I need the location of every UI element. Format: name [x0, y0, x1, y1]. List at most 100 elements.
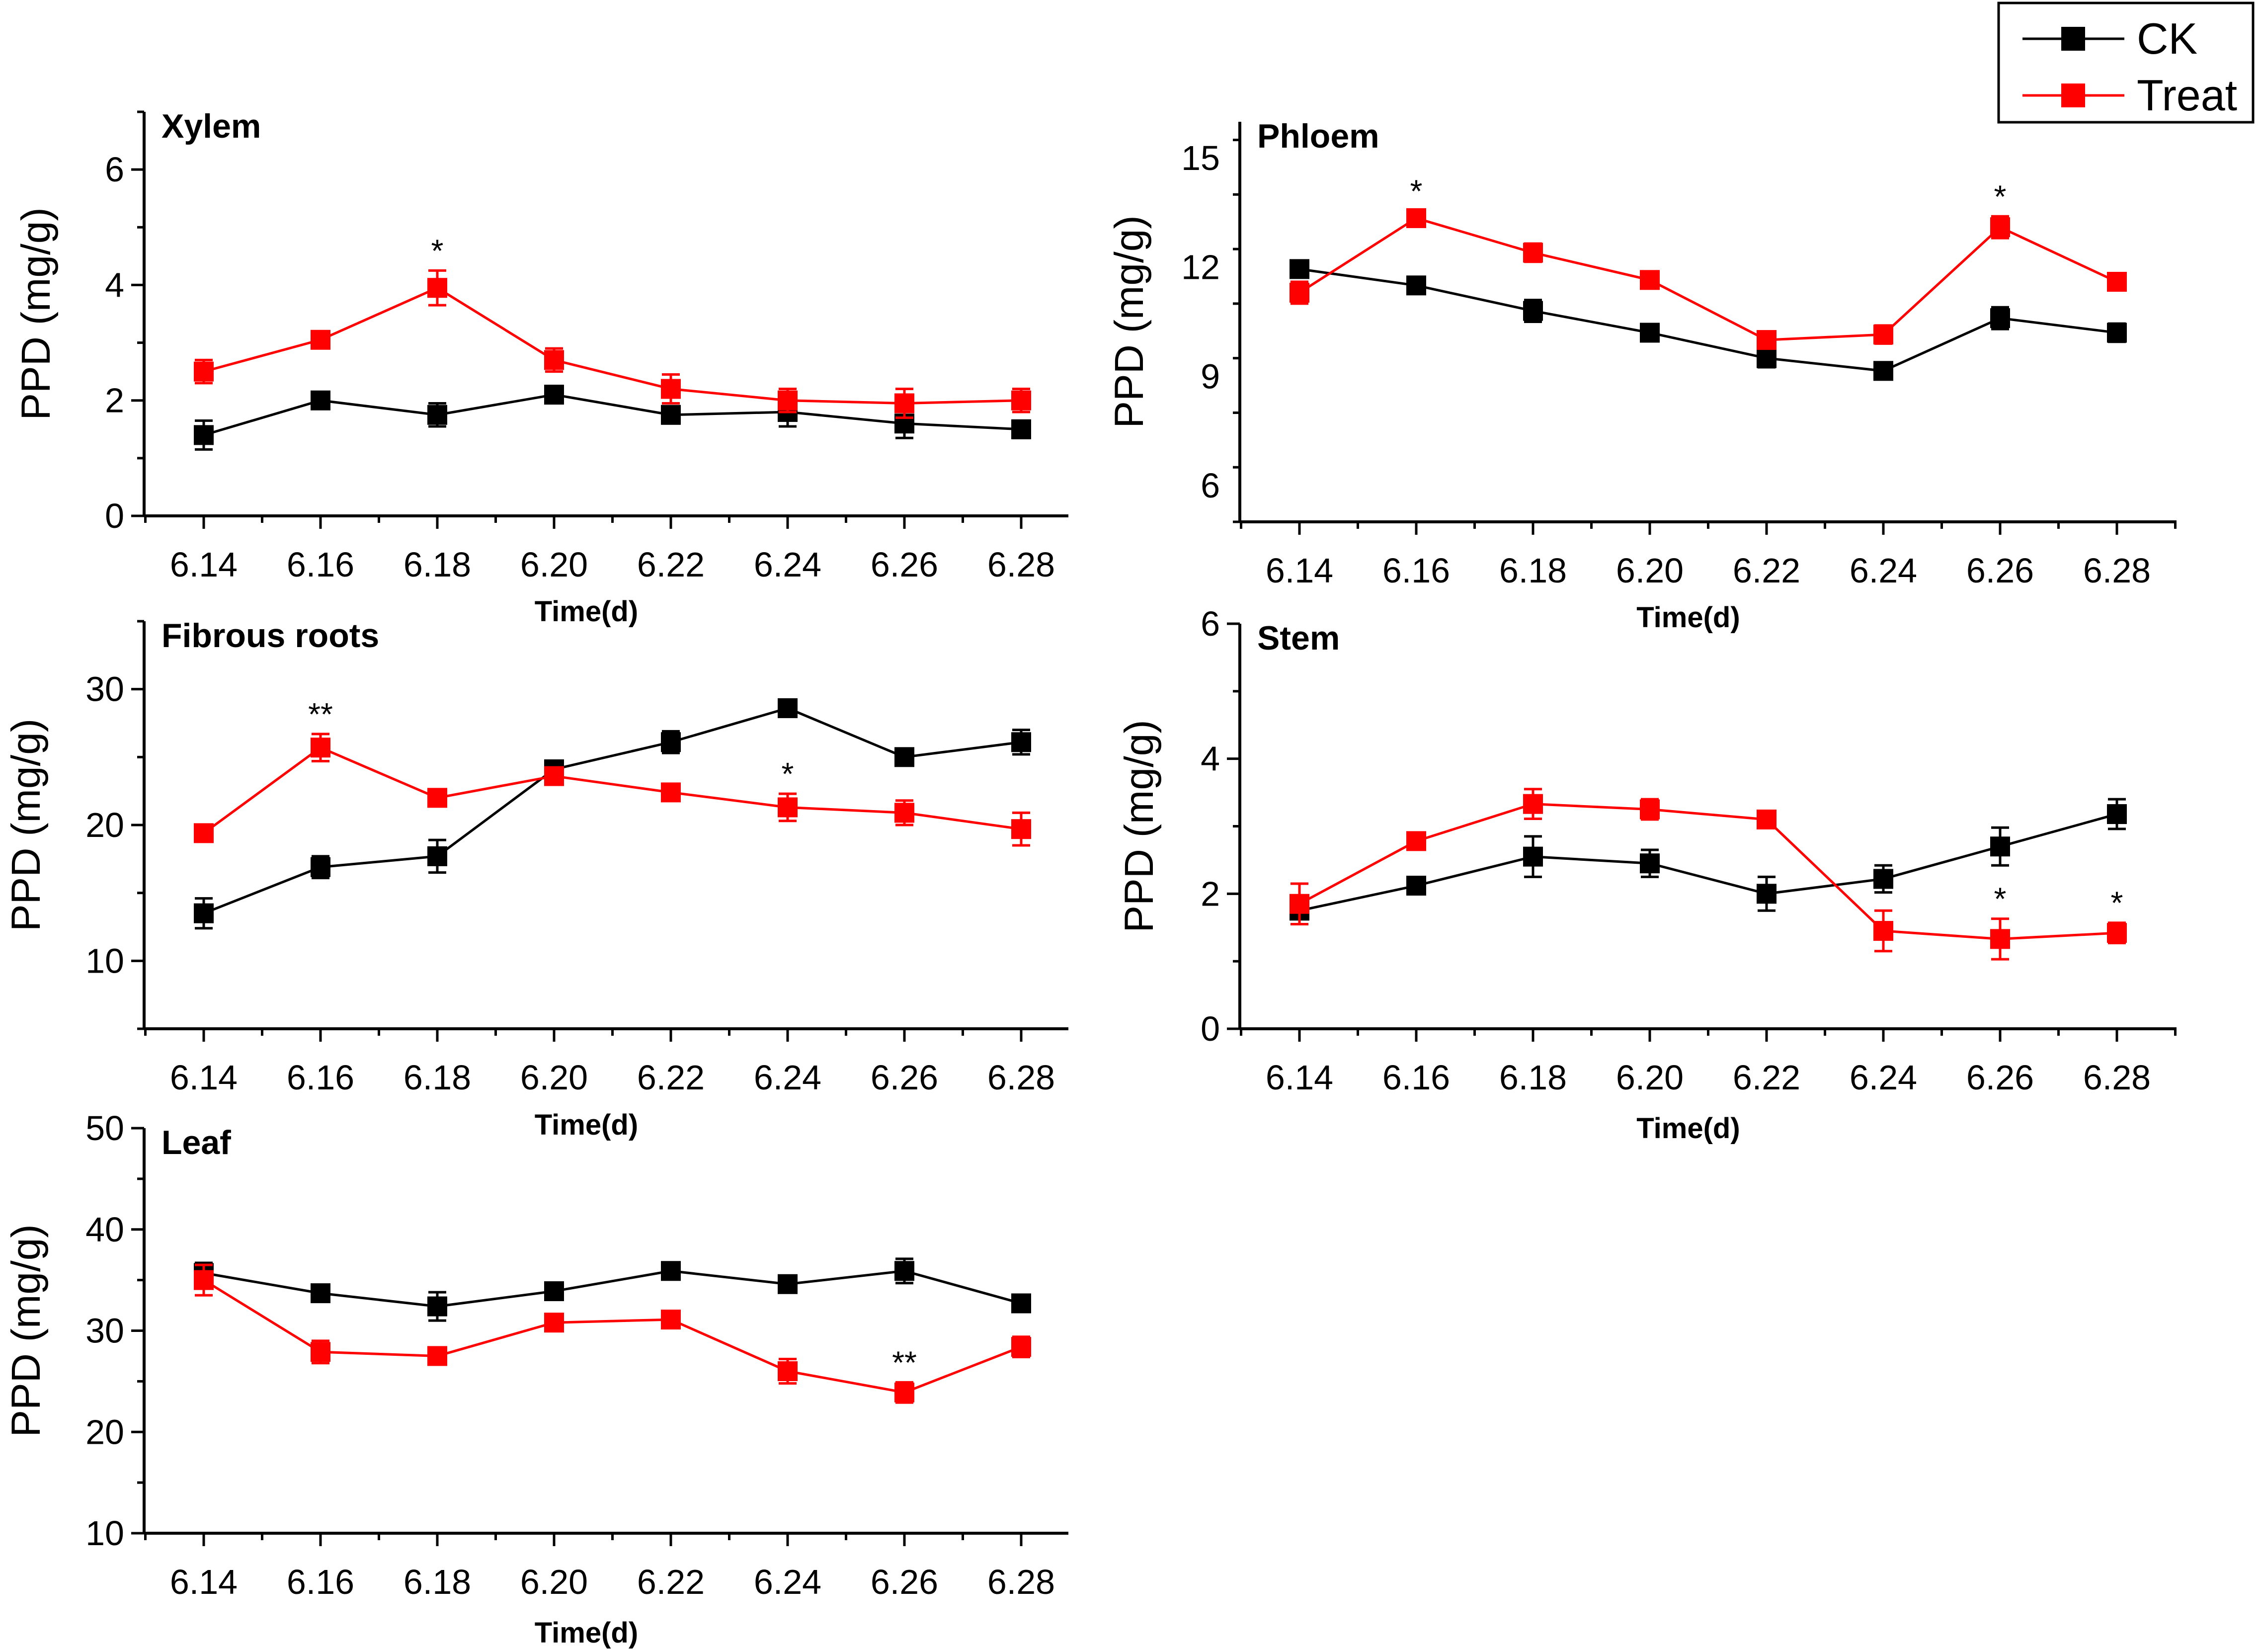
legend-ck-marker	[2061, 27, 2085, 51]
data-point	[894, 1261, 914, 1281]
data-point	[661, 405, 681, 425]
x-tick-label: 6.28	[2083, 551, 2151, 590]
panel-title: Phloem	[1257, 117, 1379, 155]
data-point	[1406, 275, 1426, 296]
data-point	[894, 747, 914, 767]
significance-mark: *	[1410, 173, 1423, 209]
legend: CK Treat	[1997, 1, 2255, 124]
y-tick-label: 10	[85, 1514, 124, 1553]
data-point	[2107, 323, 2127, 343]
legend-treat-label: Treat	[2137, 71, 2237, 120]
data-point	[544, 350, 564, 370]
y-tick-label: 2	[105, 381, 124, 420]
x-tick-label: 6.22	[1733, 551, 1800, 590]
data-point	[778, 1361, 798, 1381]
data-point	[1990, 836, 2010, 857]
x-tick-label: 6.28	[2083, 1058, 2151, 1097]
data-point	[1011, 1293, 1031, 1314]
x-tick-label: 6.20	[1616, 551, 1684, 590]
data-point	[894, 803, 914, 823]
significance-mark: *	[1994, 881, 2007, 917]
data-point	[427, 405, 447, 425]
data-point	[1873, 325, 1893, 345]
y-axis-title: PPD (mg/g)	[3, 719, 49, 931]
y-tick-label: 50	[85, 1109, 124, 1148]
x-tick-label: 6.18	[1499, 551, 1567, 590]
y-tick-label: 9	[1201, 357, 1220, 396]
data-point	[1640, 799, 1660, 820]
series-line	[203, 746, 1022, 834]
data-point	[1011, 419, 1031, 439]
data-point	[311, 738, 330, 758]
x-axis-title: Time(d)	[535, 595, 638, 628]
y-axis-title: PPD (mg/g)	[1117, 720, 1162, 932]
x-tick-label: 6.24	[754, 1563, 821, 1601]
series-treat	[1290, 788, 2127, 961]
data-point	[1990, 308, 2010, 329]
data-point	[1011, 819, 1031, 839]
significance-mark: **	[892, 1344, 917, 1380]
data-point	[1523, 301, 1543, 321]
x-tick-label: 6.14	[1266, 1058, 1333, 1097]
y-tick-label: 10	[85, 941, 124, 980]
y-tick-label: 4	[1201, 740, 1220, 778]
chart-panel-0: 0 2 4 6 6.14 6.16 6.18 6.20 6.22 6.24 6.26 6.28 Time…	[13, 107, 1068, 628]
x-tick-label: 6.26	[871, 545, 938, 584]
series-treat	[194, 269, 1031, 419]
x-tick-label: 6.14	[1266, 551, 1333, 590]
x-tick-label: 6.16	[287, 1563, 354, 1601]
x-tick-label: 6.26	[1966, 1058, 2034, 1097]
x-tick-label: 6.22	[1733, 1058, 1800, 1097]
chart-panel-1: 6 9 12 15 6.14 6.16 6.18 6.20 6.22 6.24 6.26 6.28 Ti…	[1107, 117, 2177, 634]
x-tick-label: 6.24	[1850, 1058, 1917, 1097]
panel-title: Stem	[1257, 619, 1340, 657]
y-axis-title: PPD (mg/g)	[3, 1224, 49, 1437]
data-point	[194, 903, 214, 923]
chart-panel-4: 10 20 30 40 50 6.14 6.16 6.18 6.20 6.22 6.24 6.26 6.…	[3, 1109, 1068, 1649]
data-point	[311, 857, 330, 877]
legend-box	[1997, 1, 2255, 124]
data-point	[661, 732, 681, 752]
x-tick-label: 6.20	[520, 1058, 588, 1097]
series-line	[203, 1279, 1022, 1394]
data-point	[311, 390, 330, 411]
x-tick-label: 6.28	[987, 545, 1055, 584]
x-tick-label: 6.22	[637, 1058, 705, 1097]
y-tick-label: 12	[1181, 248, 1220, 287]
series-ck	[1290, 798, 2127, 925]
y-tick-label: 2	[1201, 874, 1220, 913]
x-tick-label: 6.16	[1382, 551, 1450, 590]
series-treat	[194, 733, 1031, 847]
data-point	[2107, 923, 2127, 943]
data-point	[544, 766, 564, 786]
data-point	[661, 1310, 681, 1330]
y-tick-label: 30	[85, 1312, 124, 1350]
x-tick-label: 6.20	[1616, 1058, 1684, 1097]
data-point	[311, 1283, 330, 1304]
data-point	[1011, 732, 1031, 752]
y-axis-title: PPD (mg/g)	[13, 207, 59, 420]
data-point	[894, 393, 914, 413]
data-point	[1011, 1337, 1031, 1357]
x-axis-title: Time(d)	[1636, 1112, 1740, 1145]
series-line	[203, 1269, 1022, 1308]
x-tick-label: 6.14	[170, 1563, 238, 1601]
y-axis-title: PPD (mg/g)	[1107, 215, 1152, 428]
data-point	[1406, 208, 1426, 228]
x-tick-label: 6.20	[520, 545, 588, 584]
y-tick-label: 15	[1181, 139, 1220, 177]
chart-panel-2: 10 20 30 6.14 6.16 6.18 6.20 6.22 6.24 6.26 6.28 Ti…	[3, 617, 1068, 1141]
chart-panels: 0 2 4 6 6.14 6.16 6.18 6.20 6.22 6.24 6.26 6.28 Time…	[3, 107, 2177, 1649]
data-point	[778, 698, 798, 718]
data-point	[1873, 361, 1893, 381]
data-point	[1757, 348, 1776, 368]
y-tick-label: 0	[1201, 1009, 1220, 1048]
series-line	[1298, 803, 2117, 940]
significance-mark: *	[1994, 178, 2007, 214]
x-tick-label: 6.18	[1499, 1058, 1567, 1097]
series-line	[203, 393, 1022, 436]
y-tick-label: 6	[1201, 604, 1220, 643]
data-point	[894, 1382, 914, 1403]
data-point	[1290, 894, 1309, 914]
series-line	[203, 286, 1022, 405]
